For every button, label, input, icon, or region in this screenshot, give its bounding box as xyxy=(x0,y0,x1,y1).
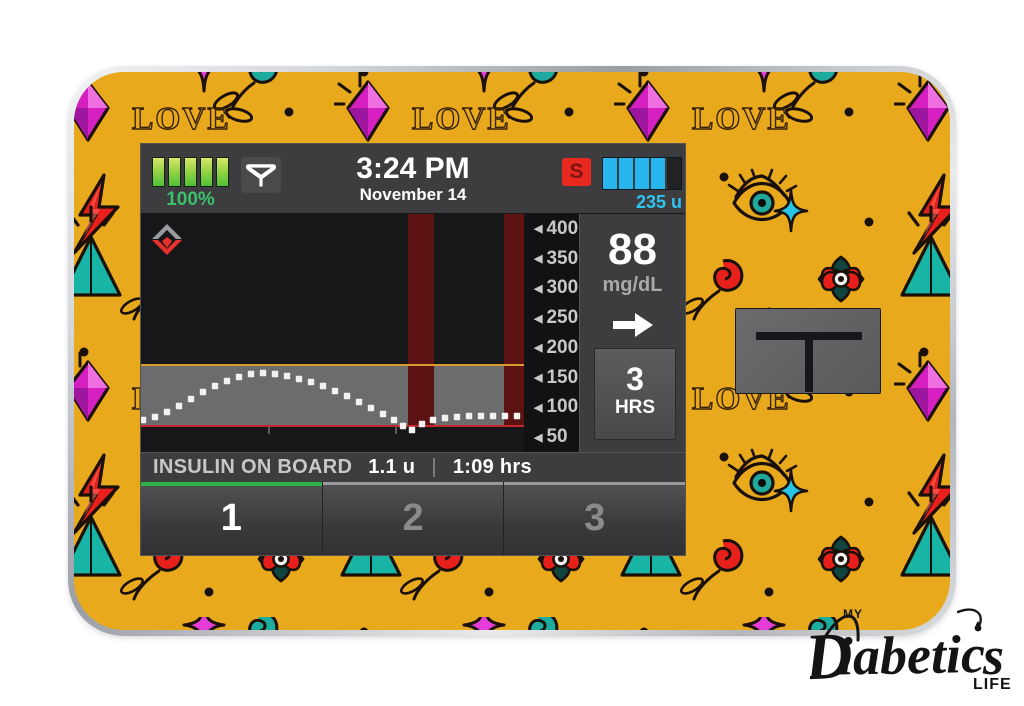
svg-text:LIFE: LIFE xyxy=(973,676,1012,693)
svg-text:iabetic: iabetic xyxy=(837,624,985,687)
